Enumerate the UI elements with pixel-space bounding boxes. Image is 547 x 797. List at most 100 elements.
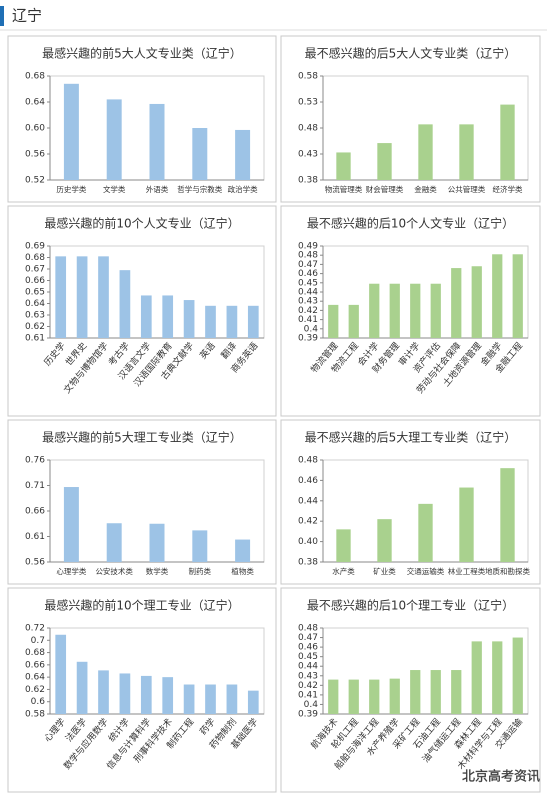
chart-title: 最不感兴趣的后5大理工专业类（辽宁） — [305, 430, 517, 445]
bar — [55, 256, 67, 338]
y-tick-label: 0.48 — [298, 124, 318, 134]
y-tick-label: 0.4 — [304, 700, 319, 710]
bar — [205, 305, 216, 338]
bar — [192, 128, 208, 180]
y-tick-label: 0.68 — [25, 253, 45, 263]
bar — [418, 124, 433, 180]
bar — [369, 679, 380, 714]
bar — [430, 670, 441, 714]
y-tick-label: 0.58 — [25, 710, 45, 720]
bar — [183, 300, 195, 338]
bar — [418, 503, 433, 562]
bar — [205, 684, 216, 714]
x-tick-label: 历史学类 — [56, 184, 86, 194]
x-tick-label: 植物类 — [231, 566, 254, 576]
y-tick-label: 0.64 — [25, 98, 45, 108]
x-tick-label: 数学类 — [146, 566, 169, 576]
bar — [471, 266, 482, 338]
y-tick-label: 0.7 — [31, 636, 45, 646]
bar — [140, 675, 152, 714]
y-tick-label: 0.48 — [298, 251, 318, 261]
y-tick-label: 0.47 — [298, 633, 318, 643]
bar — [106, 523, 122, 562]
y-tick-label: 0.38 — [298, 558, 318, 568]
bar — [192, 530, 208, 562]
bar — [119, 673, 131, 714]
bar — [247, 690, 259, 714]
y-tick-label: 0.62 — [25, 322, 45, 332]
bar — [149, 103, 165, 180]
y-tick-label: 0.65 — [25, 288, 45, 298]
bar — [471, 641, 482, 714]
y-tick-label: 0.61 — [25, 532, 45, 542]
y-tick-label: 0.43 — [298, 297, 318, 307]
x-tick-label: 财会管理类 — [366, 184, 404, 194]
x-tick-label: 水产类 — [332, 566, 355, 576]
y-tick-label: 0.47 — [298, 260, 318, 270]
chart-panel — [280, 419, 541, 585]
bar — [492, 254, 503, 338]
bar — [63, 83, 79, 180]
bar — [459, 124, 474, 180]
bar — [162, 677, 174, 714]
bar — [410, 283, 421, 338]
x-tick-label: 经济学类 — [493, 184, 523, 194]
y-tick-label: 0.53 — [298, 98, 318, 108]
y-tick-label: 0.69 — [25, 242, 45, 252]
y-tick-label: 0.42 — [298, 306, 318, 316]
header-bar — [0, 6, 4, 26]
bar — [451, 268, 462, 338]
y-tick-label: 0.60 — [25, 124, 45, 134]
chart-panel — [280, 35, 541, 203]
x-tick-label: 外语类 — [146, 184, 169, 194]
x-tick-label: 交通运输类 — [407, 566, 445, 576]
y-tick-label: 0.64 — [25, 673, 45, 683]
y-tick-label: 0.41 — [298, 315, 318, 325]
bar — [226, 684, 238, 714]
bar — [55, 634, 67, 714]
chart-panel — [7, 35, 277, 203]
y-tick-label: 0.42 — [298, 681, 318, 691]
y-tick-label: 0.6 — [31, 697, 46, 707]
y-tick-label: 0.4 — [304, 324, 319, 334]
bar — [63, 487, 79, 562]
bar — [348, 679, 359, 714]
x-tick-label: 物流管理类 — [325, 184, 363, 194]
bar — [162, 295, 174, 338]
bar — [106, 99, 122, 180]
x-tick-label: 公共管理类 — [448, 184, 486, 194]
y-tick-label: 0.46 — [298, 476, 318, 486]
bar — [328, 679, 339, 714]
x-tick-label: 政治学类 — [228, 184, 258, 194]
y-tick-label: 0.52 — [25, 176, 45, 186]
y-tick-label: 0.39 — [298, 710, 318, 720]
x-tick-label: 矿业类 — [373, 566, 396, 576]
y-tick-label: 0.61 — [25, 334, 45, 344]
bar — [76, 661, 88, 714]
x-tick-label: 地质和勘探类 — [485, 566, 530, 576]
y-tick-label: 0.68 — [25, 72, 45, 82]
y-tick-label: 0.49 — [298, 242, 318, 252]
bar — [500, 468, 515, 562]
y-tick-label: 0.39 — [298, 334, 318, 344]
x-tick-label: 哲学与宗教类 — [177, 184, 222, 194]
y-tick-label: 0.44 — [298, 496, 318, 506]
chart-title: 最感兴趣的前5大理工专业类（辽宁） — [42, 430, 242, 445]
y-tick-label: 0.66 — [25, 660, 45, 670]
y-tick-label: 0.48 — [298, 456, 318, 466]
bar — [328, 304, 339, 338]
y-tick-label: 0.58 — [298, 72, 318, 82]
y-tick-label: 0.64 — [25, 299, 45, 309]
y-tick-label: 0.40 — [298, 537, 318, 547]
bar — [459, 487, 474, 562]
bar — [369, 283, 380, 338]
y-tick-label: 0.71 — [25, 481, 45, 491]
bar — [226, 305, 238, 338]
y-tick-label: 0.45 — [298, 652, 318, 662]
bar — [451, 670, 462, 714]
y-tick-label: 0.42 — [298, 517, 318, 527]
y-tick-label: 0.76 — [25, 456, 45, 466]
y-tick-label: 0.66 — [25, 276, 45, 286]
bar — [183, 684, 195, 714]
watermark: 北京高考资讯 — [462, 769, 540, 785]
